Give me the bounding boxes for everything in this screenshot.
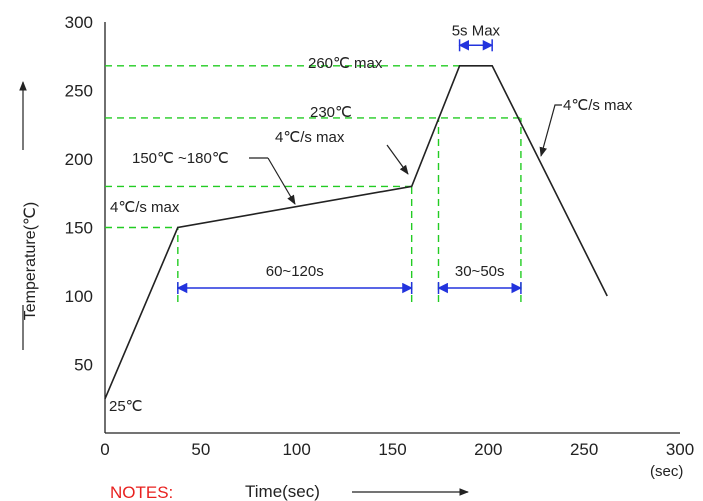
y-axis-label: Temperature(℃) [22, 202, 39, 320]
interval-label: 30~50s [455, 263, 505, 280]
leader-soak-diag [267, 157, 296, 205]
y-tick-label: 200 [65, 150, 93, 169]
x-tick-label: 0 [100, 440, 109, 459]
x-axis-unit: (sec) [650, 463, 683, 480]
profile-line [104, 65, 608, 400]
x-tick-label: 150 [378, 440, 406, 459]
annotation-ramp1-rate: 4℃/s max [110, 199, 180, 216]
leader-ramp2 [386, 144, 409, 175]
annotation-cooling-rate: 4℃/s max [563, 97, 633, 114]
notes-label: NOTES: [110, 483, 173, 501]
x-tick-label: 250 [570, 440, 598, 459]
x-tick-labels: 0 50 100 150 200 250 300 [100, 440, 694, 459]
interval-markers: 60~120s 30~50s 5s Max [176, 22, 522, 294]
x-axis-label: Time(sec) [245, 482, 320, 501]
annotation-start-temp: 25℃ [109, 398, 143, 415]
interval-label: 60~120s [266, 263, 324, 280]
y-tick-label: 50 [74, 356, 93, 375]
annotation-peak: 260℃ max [308, 55, 383, 72]
x-tick-label: 50 [191, 440, 210, 459]
y-tick-label: 100 [65, 287, 93, 306]
y-tick-labels: 50 100 150 200 250 300 [65, 13, 93, 375]
annotation-ramp2-rate: 4℃/s max [275, 129, 345, 146]
x-tick-label: 300 [666, 440, 694, 459]
y-tick-label: 150 [65, 219, 93, 238]
y-tick-label: 250 [65, 82, 93, 101]
interval-label: 5s Max [452, 22, 501, 39]
annotation-230: 230℃ [310, 104, 352, 121]
x-tick-label: 200 [474, 440, 502, 459]
y-tick-label: 300 [65, 13, 93, 32]
temperature-profile [104, 65, 608, 400]
annotation-soak-range: 150℃ ~180℃ [132, 150, 229, 167]
leader-cooling [539, 104, 562, 157]
x-tick-label: 100 [282, 440, 310, 459]
